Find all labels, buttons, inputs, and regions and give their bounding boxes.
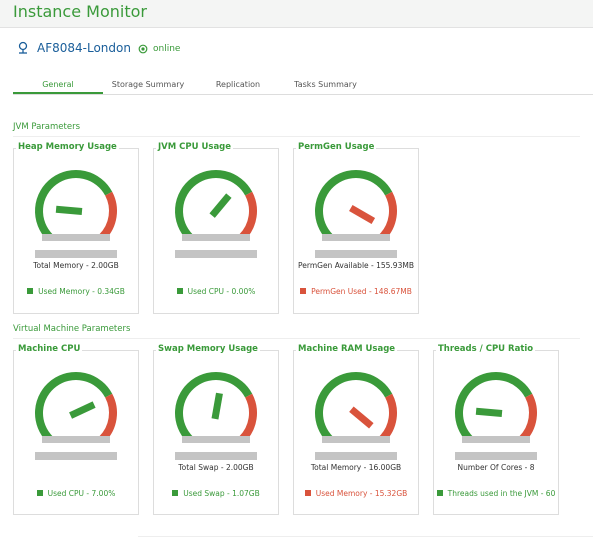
tab[interactable]: General: [13, 80, 103, 94]
gauge-arc-alert: [239, 191, 257, 240]
card-legend: Used Swap - 1.07GB: [154, 489, 278, 498]
card-caption: Total Memory - 2.00GB: [33, 261, 119, 270]
gauge-base: [322, 436, 390, 443]
gauge-arc-alert: [379, 393, 397, 442]
card-caption: Total Swap - 2.00GB: [178, 463, 254, 472]
card-title: Swap Memory Usage: [156, 344, 260, 354]
gauge-bar: [455, 452, 537, 460]
card-legend: PermGen Used - 148.67MB: [294, 287, 418, 296]
card-caption: PermGen Available - 155.93MB: [298, 261, 414, 270]
gauge-needle: [349, 406, 374, 429]
gauge-needle: [69, 401, 96, 419]
gauge-arc-alert: [99, 393, 117, 442]
gauge: [446, 372, 546, 460]
gauge-arc: [175, 372, 253, 442]
section-title: Virtual Machine Parameters: [13, 324, 580, 339]
gauge-arc: [315, 372, 393, 442]
gauge-base: [42, 436, 110, 443]
status-label: online: [153, 44, 181, 54]
gauge: [306, 170, 406, 258]
gauge-bar: [175, 250, 257, 258]
gauge-bar: [175, 452, 257, 460]
card-legend: Threads used in the JVM - 60: [434, 489, 558, 498]
section-title: JVM Parameters: [13, 122, 580, 137]
gauge: [166, 170, 266, 258]
tab[interactable]: Tasks Summary: [294, 80, 357, 89]
legend-swatch: [27, 288, 34, 294]
legend-label: Used Memory - 0.34GB: [38, 287, 125, 296]
legend-swatch: [172, 490, 179, 496]
legend-label: PermGen Used - 148.67MB: [311, 287, 412, 296]
legend-swatch: [176, 288, 183, 294]
legend-swatch: [436, 490, 443, 496]
gauge-needle: [211, 392, 223, 420]
gauge-arc-alert: [379, 191, 397, 240]
legend-label: Threads used in the JVM - 60: [447, 489, 556, 498]
instance-label: AF8084-London: [37, 41, 131, 55]
top-bar: Instance Monitor: [0, 0, 593, 28]
gauge-base: [322, 234, 390, 241]
gauge-bar: [35, 250, 117, 258]
gauge: [26, 170, 126, 258]
divider: [138, 536, 593, 537]
tab-bar: General Storage Summary Replication Tasks S…: [13, 78, 593, 95]
legend-label: Used Memory - 15.32GB: [315, 489, 408, 498]
card-caption: Total Memory - 16.00GB: [310, 463, 402, 472]
app-title: Instance Monitor: [13, 2, 147, 21]
gauge-card: Machine RAM Usage Total Memory - 16.00GB U…: [293, 344, 419, 515]
gauge-arc-alert: [239, 393, 257, 442]
gauge-arc: [455, 372, 533, 442]
legend-swatch: [300, 288, 307, 294]
gauge-card: Heap Memory Usage Total Memory - 2.00GB Us…: [13, 142, 139, 314]
instance-name[interactable]: AF8084-London: [18, 41, 131, 55]
card-legend: Used Memory - 0.34GB: [14, 287, 138, 296]
gauge-arc-alert: [99, 191, 117, 240]
card-title: Machine CPU: [16, 344, 83, 354]
gauge-needle: [475, 407, 503, 418]
gauge-bar: [315, 452, 397, 460]
card-legend: Used Memory - 15.32GB: [294, 489, 418, 498]
legend-label: Used CPU - 0.00%: [187, 287, 256, 296]
legend-label: Used CPU - 7.00%: [47, 489, 116, 498]
gauge-card: Swap Memory Usage Total Swap - 2.00GB Used…: [153, 344, 279, 515]
gauge-card: Threads / CPU Ratio Number Of Cores - 8 Th…: [433, 344, 559, 515]
gauge-bar: [315, 250, 397, 258]
instance-status: online: [138, 44, 180, 54]
card-title: PermGen Usage: [296, 142, 377, 152]
gauge-arc-alert: [519, 393, 537, 442]
gauge-card: PermGen Usage PermGen Available - 155.93M…: [293, 142, 419, 314]
gauge-arc: [35, 170, 113, 240]
gauge-base: [462, 436, 530, 443]
gauge-needle: [209, 193, 232, 218]
card-title: Threads / CPU Ratio: [436, 344, 536, 354]
gauge-base: [182, 234, 250, 241]
gauge: [166, 372, 266, 460]
gauge-bar: [35, 452, 117, 460]
instance-icon: [18, 41, 28, 54]
card-legend: Used CPU - 0.00%: [154, 287, 278, 296]
card-caption: Number Of Cores - 8: [457, 463, 535, 472]
tab[interactable]: Replication: [215, 80, 261, 89]
gauge: [26, 372, 126, 460]
gauge-needle: [349, 204, 376, 225]
tab[interactable]: Storage Summary: [111, 80, 185, 89]
legend-swatch: [36, 490, 43, 496]
legend-swatch: [304, 490, 311, 496]
gauge-needle: [55, 205, 83, 216]
gauge-card: JVM CPU Usage Used CPU - 0.00%: [153, 142, 279, 314]
gauge: [306, 372, 406, 460]
legend-label: Used Swap - 1.07GB: [183, 489, 260, 498]
card-legend: Used CPU - 7.00%: [14, 489, 138, 498]
card-title: Machine RAM Usage: [296, 344, 398, 354]
gauge-base: [42, 234, 110, 241]
gauge-base: [182, 436, 250, 443]
gauge-arc: [35, 372, 113, 442]
gauge-arc: [175, 170, 253, 240]
card-title: JVM CPU Usage: [156, 142, 234, 152]
status-icon: [138, 44, 148, 54]
gauge-card: Machine CPU Used CPU - 7.00%: [13, 344, 139, 515]
card-title: Heap Memory Usage: [16, 142, 119, 152]
gauge-arc: [315, 170, 393, 240]
